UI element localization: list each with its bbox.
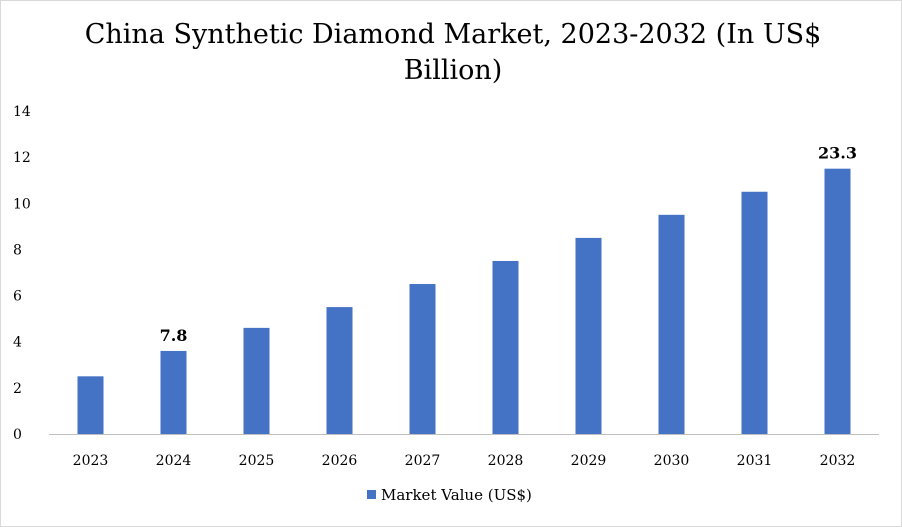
bar-2026 bbox=[326, 307, 353, 434]
bar-2031 bbox=[741, 191, 768, 434]
y-tick-label: 14 bbox=[13, 104, 31, 120]
x-tick-label: 2031 bbox=[737, 453, 773, 469]
y-tick-label: 0 bbox=[13, 427, 22, 443]
bar-2030 bbox=[658, 214, 685, 434]
x-tick-label: 2028 bbox=[488, 453, 524, 469]
x-tick-label: 2025 bbox=[239, 453, 275, 469]
y-tick-label: 4 bbox=[13, 335, 22, 351]
x-tick-label: 2027 bbox=[405, 453, 441, 469]
bar-2029 bbox=[575, 237, 602, 434]
x-tick-label: 2023 bbox=[73, 453, 109, 469]
chart-title-line-2: Billion) bbox=[404, 55, 503, 86]
chart-title: China Synthetic Diamond Market, 2023-203… bbox=[85, 19, 822, 86]
bar-2025 bbox=[243, 327, 270, 434]
x-tick-label: 2029 bbox=[571, 453, 607, 469]
data-label-2024: 7.8 bbox=[160, 326, 188, 345]
y-tick-label: 10 bbox=[13, 196, 31, 212]
x-axis: 2023 2024 2025 2026 2027 2028 2029 2030 2031 2032 bbox=[73, 453, 856, 469]
y-tick-label: 2 bbox=[13, 381, 22, 397]
y-tick-label: 12 bbox=[13, 150, 31, 166]
y-tick-label: 6 bbox=[13, 289, 22, 305]
x-tick-label: 2026 bbox=[322, 453, 358, 469]
y-tick-label: 8 bbox=[13, 242, 22, 258]
bar-2027 bbox=[409, 284, 436, 434]
legend-label: Market Value (US$) bbox=[381, 486, 532, 504]
bar-2028 bbox=[492, 260, 519, 434]
chart-title-line-1: China Synthetic Diamond Market, 2023-203… bbox=[85, 19, 822, 50]
data-label-2032: 23.3 bbox=[818, 144, 857, 163]
bar-2024 bbox=[160, 350, 187, 434]
x-tick-label: 2030 bbox=[654, 453, 690, 469]
x-tick-label: 2032 bbox=[820, 453, 856, 469]
x-tick-label: 2024 bbox=[156, 453, 192, 469]
y-axis: 0 2 4 6 8 10 12 14 bbox=[13, 104, 31, 443]
legend-swatch bbox=[367, 490, 376, 499]
data-labels: 7.8 23.3 bbox=[160, 144, 857, 345]
bar-2032 bbox=[824, 168, 851, 434]
bar-2023 bbox=[77, 376, 104, 434]
bar-series bbox=[77, 168, 851, 434]
legend: Market Value (US$) bbox=[367, 486, 532, 504]
